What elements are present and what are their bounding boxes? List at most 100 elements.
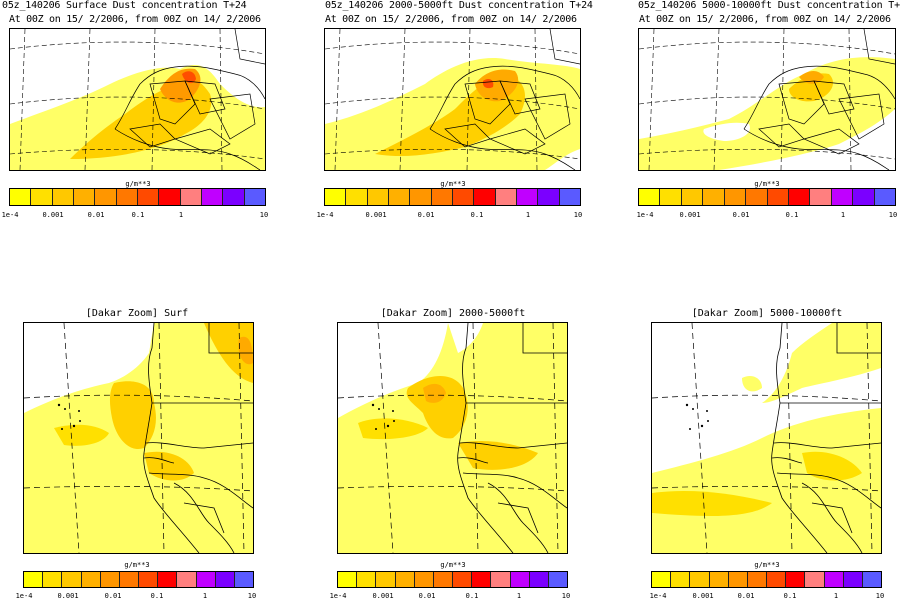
colorbar-tick-label: 1e-4: [1, 211, 19, 219]
colorbar-tick-label: 1e-4: [636, 211, 654, 219]
colorbar-tick-label: 0.001: [692, 592, 714, 600]
colorbar-swatch: [81, 572, 101, 587]
colorbar-swatch: [100, 572, 120, 587]
colorbar-swatch: [831, 189, 854, 205]
colorbar-tick-label: 0.1: [465, 592, 479, 600]
colorbar-swatch: [728, 572, 748, 587]
colorbar-swatch: [788, 189, 811, 205]
colorbar-swatch: [159, 189, 181, 205]
colorbar-tick-label: 1: [202, 592, 208, 600]
panel-title: 05z_140206 5000-10000ft Dust concentrati…: [638, 0, 900, 11]
colorbar-tick-label: 0.001: [365, 211, 387, 219]
colorbar-swatch: [43, 572, 63, 587]
colorbar-tick-label: 10: [247, 592, 257, 600]
colorbar-tick-label: 1: [178, 211, 184, 219]
colorbar-tick-label: 0.1: [131, 211, 145, 219]
colorbar: [9, 188, 266, 206]
colorbar-swatch: [119, 572, 140, 587]
colorbar-swatch: [474, 189, 496, 205]
colorbar: [651, 571, 882, 588]
colorbar-swatch: [843, 572, 863, 587]
colorbar-swatch: [52, 189, 74, 205]
colorbar-swatch: [31, 189, 53, 205]
colorbar-swatch: [805, 572, 825, 587]
colorbar-swatch: [472, 572, 492, 587]
colorbar-swatch: [215, 572, 235, 587]
colorbar-swatch: [223, 189, 245, 205]
colorbar-swatch: [862, 572, 882, 587]
panel-subtitle: At 00Z on 15/ 2/2006, from 00Z on 14/ 2/…: [639, 14, 891, 25]
dakar-zoom-map-2000-5000ft: [337, 322, 568, 554]
colorbar-tick-label: 0.1: [150, 592, 164, 600]
colorbar-swatch: [139, 572, 159, 587]
colorbar-swatch: [10, 189, 32, 205]
colorbar-tick-label: 1: [840, 211, 846, 219]
dakar-zoom-map-surf: [23, 322, 254, 554]
colorbar-swatch: [177, 572, 197, 587]
colorbar-swatch: [414, 572, 434, 587]
colorbar-unit: g/m**3: [754, 561, 780, 569]
panel-title: 05z_140206 Surface Dust concentration T+…: [2, 0, 247, 11]
colorbar-tick-label: 0.1: [470, 211, 484, 219]
colorbar: [324, 188, 581, 206]
colorbar-tick-label: 0.1: [785, 211, 799, 219]
colorbar: [638, 188, 896, 206]
colorbar-swatch: [73, 189, 96, 205]
colorbar-swatch: [529, 572, 549, 587]
colorbar-swatch: [338, 572, 358, 587]
colorbar-swatch: [410, 189, 432, 205]
colorbar-tick-label: 0.001: [372, 592, 394, 600]
colorbar-tick-label: 10: [875, 592, 885, 600]
colorbar-tick-label: 0.01: [417, 211, 435, 219]
dust-map-5000-10000ft: [638, 28, 896, 171]
colorbar-tick-label: 10: [561, 592, 571, 600]
colorbar-swatch: [786, 572, 806, 587]
colorbar-unit: g/m**3: [440, 180, 466, 188]
colorbar-swatch: [824, 572, 844, 587]
colorbar-swatch: [158, 572, 178, 587]
colorbar-swatch: [681, 189, 704, 205]
colorbar-tick-label: 10: [573, 211, 583, 219]
colorbar-tick-label: 0.01: [737, 592, 755, 600]
colorbar-tick-label: 10: [888, 211, 898, 219]
colorbar-swatch: [62, 572, 82, 587]
colorbar-swatch: [516, 189, 539, 205]
colorbar-tick-label: 1e-4: [15, 592, 33, 600]
panel-title: 05z_140206 2000-5000ft Dust concentratio…: [325, 0, 593, 11]
colorbar-swatch: [357, 572, 377, 587]
colorbar-tick-label: 1: [516, 592, 522, 600]
colorbar-unit: g/m**3: [124, 561, 150, 569]
zoom-title: [Dakar Zoom] Surf: [85, 308, 189, 319]
colorbar-tick-label: 0.01: [104, 592, 122, 600]
colorbar-swatch: [709, 572, 729, 587]
colorbar-swatch: [746, 189, 768, 205]
colorbar-swatch: [388, 189, 411, 205]
colorbar-swatch: [431, 189, 453, 205]
colorbar-swatch: [853, 189, 875, 205]
dakar-zoom-map-5000-10000ft: [651, 322, 882, 554]
colorbar-swatch: [346, 189, 368, 205]
colorbar: [337, 571, 568, 588]
colorbar-swatch: [180, 189, 202, 205]
colorbar-swatch: [395, 572, 415, 587]
colorbar-unit: g/m**3: [440, 561, 466, 569]
colorbar-tick-label: 0.01: [87, 211, 105, 219]
colorbar: [23, 571, 254, 588]
colorbar-swatch: [491, 572, 511, 587]
dust-map-surface: [9, 28, 266, 171]
zoom-title: [Dakar Zoom] 5000-10000ft: [691, 308, 843, 319]
colorbar-swatch: [95, 189, 117, 205]
colorbar-swatch: [559, 189, 580, 205]
colorbar-swatch: [452, 189, 475, 205]
colorbar-swatch: [703, 189, 725, 205]
colorbar-swatch: [201, 189, 224, 205]
colorbar-swatch: [24, 572, 44, 587]
colorbar-swatch: [244, 189, 265, 205]
dust-map-2000-5000ft: [324, 28, 581, 171]
colorbar-tick-label: 0.1: [783, 592, 797, 600]
colorbar-swatch: [652, 572, 672, 587]
colorbar-tick-label: 0.001: [679, 211, 701, 219]
colorbar-unit: g/m**3: [125, 180, 151, 188]
panel-subtitle: At 00Z on 15/ 2/2006, from 00Z on 14/ 2/…: [9, 14, 261, 25]
colorbar-tick-label: 0.01: [732, 211, 750, 219]
